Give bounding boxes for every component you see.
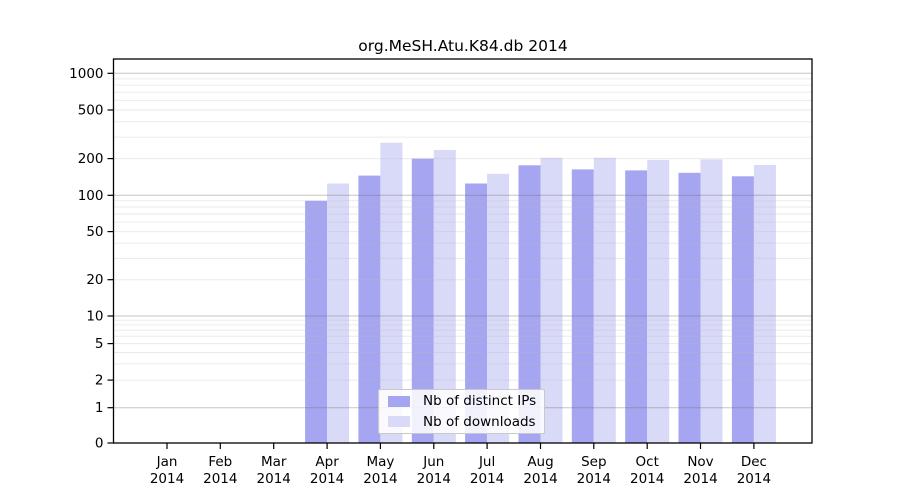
- x-tick-label-month: Nov: [687, 454, 713, 470]
- y-tick-label: 500: [78, 103, 104, 119]
- bar-dec-s1: [753, 165, 776, 443]
- x-tick-label-month: Mar: [261, 454, 287, 470]
- x-tick-label-month: Aug: [527, 454, 553, 470]
- chart-title: org.MeSH.Atu.K84.db 2014: [358, 37, 568, 55]
- bar-may-s1: [380, 142, 403, 443]
- bar-jul-s1: [487, 173, 510, 444]
- x-tick-label-year: 2014: [203, 471, 237, 487]
- y-tick-label: 100: [78, 188, 104, 204]
- bar-apr-s1: [327, 183, 350, 443]
- bar-jun-s1: [433, 150, 456, 443]
- x-tick-label-year: 2014: [577, 471, 611, 487]
- legend-swatch-distinct-ips: [388, 395, 410, 407]
- x-tick-label-month: Dec: [741, 454, 767, 470]
- plot-border: [112, 58, 813, 444]
- y-tick-label: 0: [95, 436, 104, 452]
- legend-item-downloads: Nb of downloads: [379, 413, 544, 431]
- bar-aug-s0: [518, 165, 541, 444]
- bar-jun-s0: [411, 158, 434, 443]
- bar-dec-s0: [731, 176, 754, 444]
- legend-label-downloads: Nb of downloads: [423, 413, 536, 430]
- bar-nov-s1: [700, 159, 723, 443]
- bar-aug-s1: [540, 157, 563, 444]
- y-tick-label: 1000: [69, 66, 103, 82]
- x-tick-label-month: Jul: [478, 454, 495, 470]
- x-tick-label-month: Jun: [422, 454, 444, 470]
- x-tick-label-year: 2014: [150, 471, 184, 487]
- y-tick-label: 50: [86, 224, 103, 240]
- bar-sep-s1: [593, 157, 616, 444]
- x-tick-label-year: 2014: [523, 471, 557, 487]
- bar-oct-s0: [625, 170, 648, 443]
- x-tick-label-year: 2014: [257, 471, 291, 487]
- legend-swatch-downloads: [388, 416, 410, 428]
- x-tick-label-year: 2014: [737, 471, 771, 487]
- bar-nov-s0: [678, 172, 701, 444]
- legend: Nb of distinct IPs Nb of downloads: [378, 389, 545, 434]
- bar-apr-s0: [305, 200, 328, 443]
- bar-oct-s1: [647, 159, 670, 443]
- x-tick-label-month: Oct: [636, 454, 659, 470]
- y-tick-label: 20: [86, 272, 103, 288]
- x-tick-label-year: 2014: [470, 471, 504, 487]
- bar-jul-s0: [465, 183, 488, 443]
- x-tick-label-month: Sep: [581, 454, 606, 470]
- x-tick-label-year: 2014: [417, 471, 451, 487]
- x-tick-label-month: Feb: [208, 454, 232, 470]
- x-tick-label-month: Jan: [156, 454, 178, 470]
- y-tick-label: 5: [95, 336, 104, 352]
- x-tick-label-month: May: [366, 454, 394, 470]
- legend-label-distinct-ips: Nb of distinct IPs: [423, 393, 537, 410]
- y-tick-label: 1: [95, 400, 104, 416]
- legend-item-distinct-ips: Nb of distinct IPs: [379, 392, 544, 410]
- x-tick-label-year: 2014: [363, 471, 397, 487]
- x-tick-label-year: 2014: [630, 471, 664, 487]
- y-tick-label: 200: [78, 151, 104, 167]
- y-tick-label: 2: [95, 373, 104, 389]
- bar-may-s0: [358, 175, 381, 443]
- x-tick-label-year: 2014: [683, 471, 717, 487]
- x-tick-label-year: 2014: [310, 471, 344, 487]
- y-tick-label: 10: [86, 309, 103, 325]
- x-tick-label-month: Apr: [315, 454, 339, 470]
- bar-sep-s0: [571, 169, 594, 443]
